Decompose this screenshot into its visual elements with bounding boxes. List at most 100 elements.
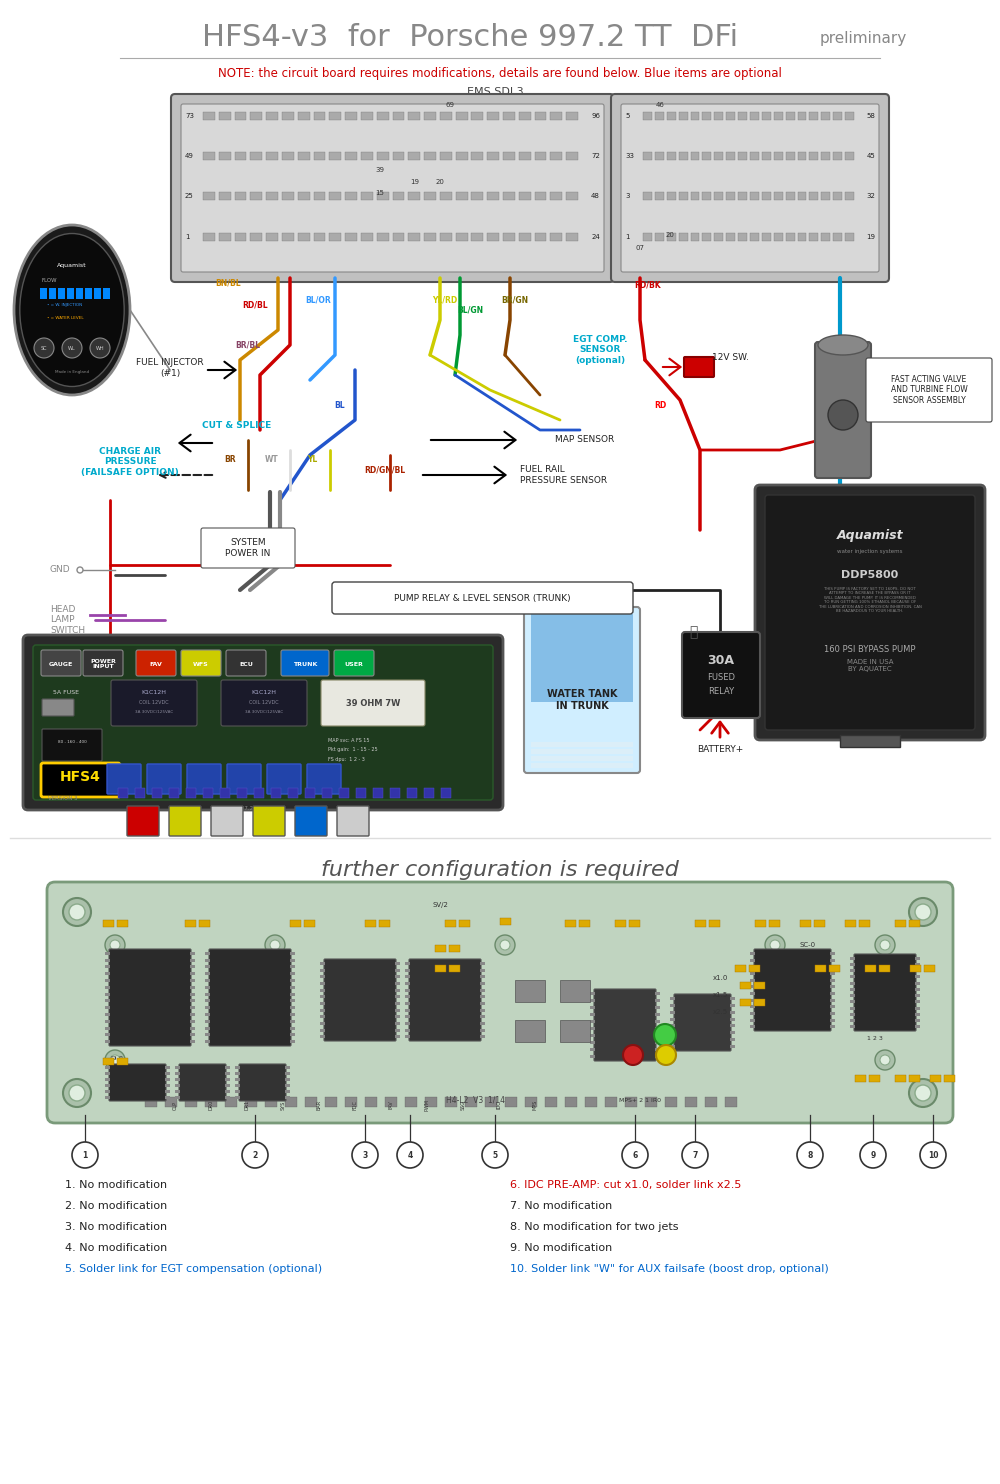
Bar <box>850 969 855 972</box>
Bar <box>105 985 110 988</box>
Bar <box>471 233 483 240</box>
Circle shape <box>915 1085 931 1101</box>
Bar <box>190 1027 195 1030</box>
Bar <box>821 151 830 160</box>
Text: 80 - 160 - 400: 80 - 160 - 400 <box>58 741 86 743</box>
Bar <box>809 151 818 160</box>
Bar <box>145 1097 157 1107</box>
Bar <box>456 233 468 240</box>
Text: MAP SENSOR: MAP SENSOR <box>555 435 614 445</box>
Bar <box>845 191 854 200</box>
Bar <box>726 191 735 200</box>
Text: 4: 4 <box>407 1150 413 1159</box>
Bar <box>579 920 590 928</box>
Bar <box>405 1036 410 1039</box>
Bar <box>560 1020 590 1042</box>
Bar <box>821 191 830 200</box>
Bar <box>505 1097 517 1107</box>
Bar <box>670 1039 675 1042</box>
Text: SYS: SYS <box>280 1100 286 1110</box>
Text: 3. No modification: 3. No modification <box>65 1221 167 1232</box>
Bar <box>205 979 210 982</box>
Bar <box>485 1097 497 1107</box>
Text: 160 PSI BYPASS PUMP: 160 PSI BYPASS PUMP <box>824 646 916 654</box>
Bar <box>762 191 771 200</box>
FancyBboxPatch shape <box>169 806 201 835</box>
Bar <box>667 113 676 120</box>
Bar <box>740 982 751 988</box>
Bar <box>235 1077 240 1080</box>
Circle shape <box>69 904 85 920</box>
Text: Aquamist: Aquamist <box>57 263 87 267</box>
Bar <box>282 151 294 160</box>
Bar <box>798 233 806 240</box>
Bar <box>550 113 562 120</box>
Bar <box>531 749 633 754</box>
Text: H4v-V3_997.2_FS 4/10/14: H4v-V3_997.2_FS 4/10/14 <box>215 806 285 810</box>
Circle shape <box>397 1143 423 1168</box>
Bar <box>298 191 310 200</box>
Bar <box>655 1027 660 1030</box>
Bar <box>830 1005 835 1008</box>
Bar <box>667 191 676 200</box>
Bar <box>235 1067 240 1070</box>
Text: THIS PUMP IS FACTORY SET TO 160PS. DO NOT
ATTEMPT TO INCREASE THE BYPASS OR IT
W: THIS PUMP IS FACTORY SET TO 160PS. DO NO… <box>819 586 921 613</box>
Bar <box>480 988 485 991</box>
FancyBboxPatch shape <box>524 607 640 773</box>
Bar <box>531 742 633 746</box>
Bar <box>250 191 262 200</box>
Bar <box>94 288 101 298</box>
FancyBboxPatch shape <box>854 954 916 1031</box>
Bar <box>869 1074 880 1082</box>
Circle shape <box>72 1143 98 1168</box>
Bar <box>266 233 278 240</box>
Bar <box>440 233 452 240</box>
Bar <box>480 1002 485 1005</box>
Circle shape <box>105 1051 125 1070</box>
Bar <box>266 151 278 160</box>
FancyBboxPatch shape <box>226 650 266 677</box>
Bar <box>830 1025 835 1028</box>
FancyBboxPatch shape <box>201 528 295 568</box>
Bar <box>566 191 578 200</box>
Bar <box>560 979 590 1002</box>
Bar <box>285 1077 290 1080</box>
Text: 1: 1 <box>625 234 630 240</box>
Bar <box>590 1034 595 1037</box>
Text: 5: 5 <box>625 113 629 119</box>
FancyBboxPatch shape <box>755 485 985 741</box>
FancyBboxPatch shape <box>227 764 261 794</box>
Text: 33: 33 <box>625 153 634 159</box>
Bar <box>105 999 110 1002</box>
Bar <box>190 1006 195 1009</box>
Circle shape <box>500 939 510 950</box>
Text: FUEL INJECTOR
(#1): FUEL INJECTOR (#1) <box>136 358 204 378</box>
Bar <box>320 962 325 965</box>
Bar <box>373 788 383 798</box>
Text: WL: WL <box>68 346 76 350</box>
Bar <box>424 233 436 240</box>
Text: FS dpu:  1 2 - 3: FS dpu: 1 2 - 3 <box>328 757 365 763</box>
Text: HFS4: HFS4 <box>60 770 100 784</box>
FancyBboxPatch shape <box>295 806 327 835</box>
Bar <box>566 151 578 160</box>
Circle shape <box>682 1143 708 1168</box>
Bar <box>320 988 325 991</box>
Bar <box>830 985 835 988</box>
Bar <box>655 151 664 160</box>
Bar <box>830 999 835 1002</box>
Bar <box>655 191 664 200</box>
Bar <box>395 1015 400 1018</box>
Bar <box>691 113 699 120</box>
Circle shape <box>110 939 120 950</box>
Bar <box>405 1028 410 1031</box>
Text: USER: USER <box>345 662 363 666</box>
Text: 20: 20 <box>436 180 444 186</box>
FancyBboxPatch shape <box>221 680 307 726</box>
Bar <box>250 233 262 240</box>
Bar <box>605 1097 617 1107</box>
Bar <box>285 1097 297 1107</box>
Text: GAUGE: GAUGE <box>49 662 73 666</box>
Bar <box>377 113 389 120</box>
Bar <box>740 999 751 1006</box>
